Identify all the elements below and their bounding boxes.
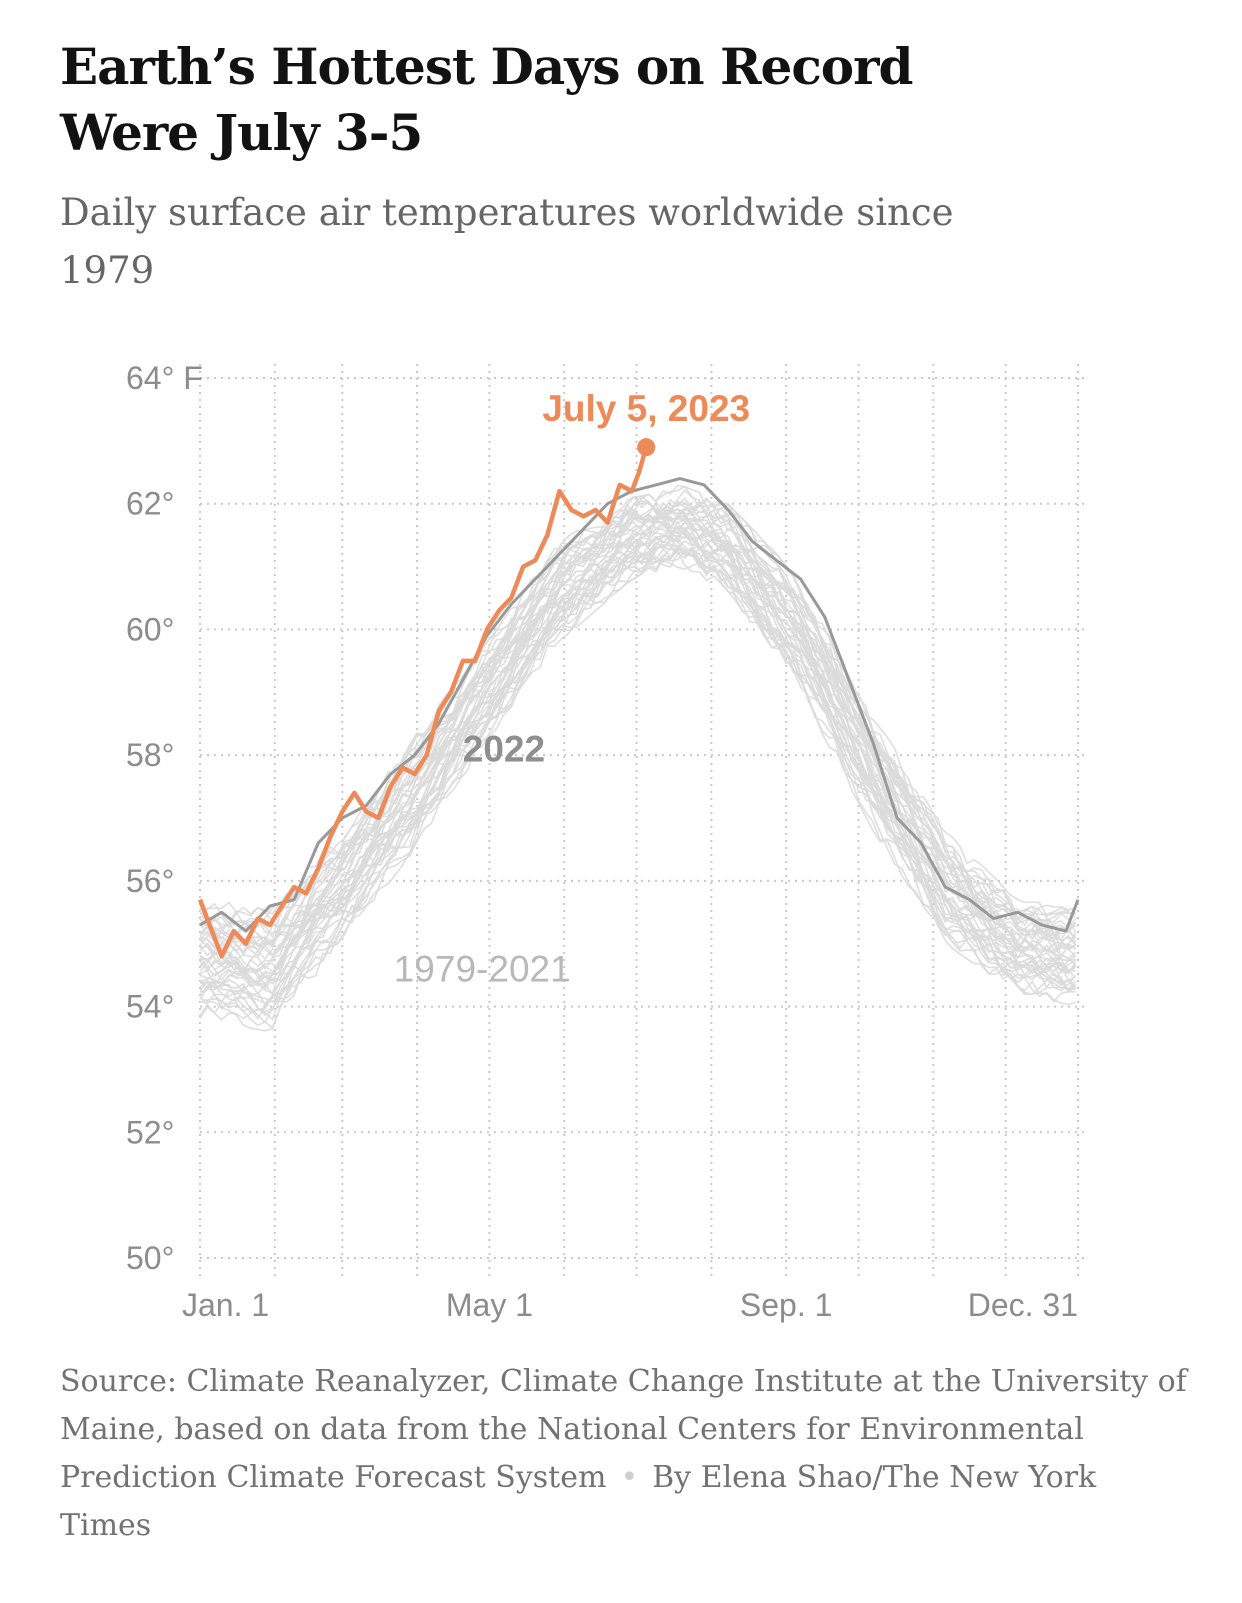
- y-tick-label: 56°: [126, 863, 174, 899]
- y-tick-label: 58°: [126, 737, 174, 773]
- separator-dot: •: [620, 1460, 639, 1495]
- x-tick-label: Dec. 31: [968, 1287, 1078, 1323]
- historical-year-line: [199, 548, 1076, 1020]
- source-note: Source: Climate Reanalyzer, Climate Chan…: [60, 1358, 1190, 1550]
- y-tick-label: 54°: [126, 989, 174, 1025]
- byline: By Elena Shao/The New York Times: [60, 1460, 1097, 1543]
- source-text: Source: Climate Reanalyzer, Climate Chan…: [60, 1364, 1187, 1495]
- y-tick-label: 60°: [126, 611, 174, 647]
- historical-year-line: [199, 489, 1077, 929]
- historical-year-line: [199, 548, 1077, 1021]
- label-july-5-2023: July 5, 2023: [542, 388, 750, 429]
- historical-year-line: [199, 507, 1076, 978]
- y-tick-label: 62°: [126, 486, 174, 522]
- page-subtitle: Daily surface air temperatures worldwide…: [60, 191, 954, 292]
- page-title: Earth’s Hottest Days on Record Were July…: [60, 37, 913, 162]
- historical-year-line: [199, 522, 1077, 973]
- label-1979-2021: 1979-2021: [394, 948, 571, 989]
- x-tick-label: Sep. 1: [740, 1287, 833, 1323]
- historical-year-line: [199, 520, 1076, 995]
- record-point-july-5-2023: [637, 438, 656, 457]
- x-tick-label: Jan. 1: [182, 1287, 269, 1323]
- historical-year-line: [199, 526, 1076, 989]
- historical-year-line: [199, 523, 1076, 996]
- line-2023: [197, 446, 649, 959]
- historical-year-line: [199, 549, 1076, 1030]
- temperature-line-chart: 64° F 62° 60° 58° 56° 54° 52° 50°Jan. 1 May 1 Sep…: [126, 360, 1086, 1323]
- y-tick-label: 64° F: [126, 360, 203, 396]
- historical-year-line: [199, 544, 1076, 1014]
- y-tick-label: 50°: [126, 1240, 174, 1276]
- label-2022: 2022: [463, 728, 545, 769]
- chart-axes: 64° F 62° 60° 58° 56° 54° 52° 50°Jan. 1 May 1 Sep…: [126, 360, 1078, 1323]
- historical-year-line: [199, 485, 1076, 925]
- x-tick-label: May 1: [446, 1287, 533, 1323]
- y-tick-label: 52°: [126, 1114, 174, 1150]
- historical-year-line: [199, 499, 1076, 937]
- highlight-lines: [197, 438, 1080, 959]
- historical-year-line: [199, 500, 1076, 941]
- historical-lines-1979-2021: [199, 484, 1077, 1032]
- historical-year-line: [199, 547, 1077, 1032]
- series-annotations: July 5, 2023 2022 1979-2021: [394, 388, 750, 989]
- line-2022: [199, 477, 1080, 933]
